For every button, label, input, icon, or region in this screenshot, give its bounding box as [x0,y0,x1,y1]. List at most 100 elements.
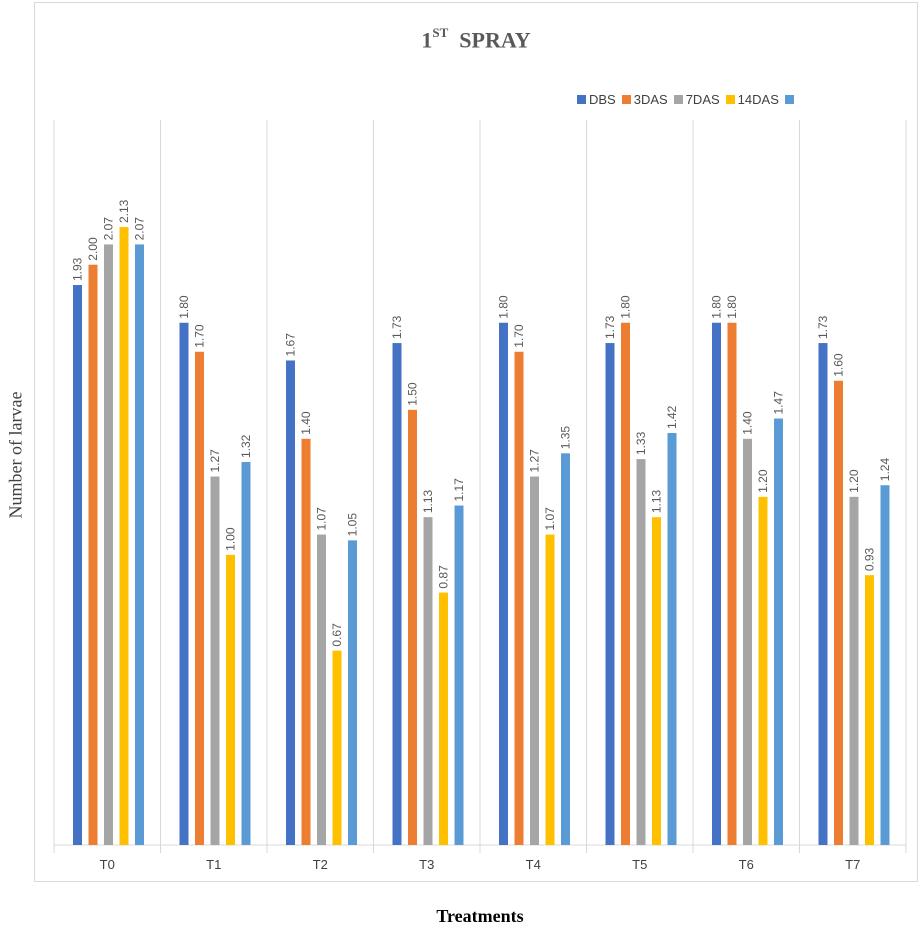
bar [561,453,570,845]
bar [499,322,508,846]
x-tick-label: T5 [632,857,647,872]
data-label: 1.33 [634,431,648,455]
bar [818,343,828,845]
bar [743,438,752,845]
bar [439,592,448,845]
bar [119,227,129,845]
legend-item [784,94,797,104]
bar [834,380,843,845]
data-label: 1.13 [421,489,435,513]
legend-label: 7DAS [685,91,720,107]
bar [135,244,144,845]
data-label: 1.67 [284,333,298,357]
bar [408,409,417,845]
legend-swatch [577,94,586,104]
x-tick-label: T1 [206,857,221,872]
data-label: 1.13 [650,489,664,513]
data-label: 1.80 [177,295,191,319]
data-label: 1.40 [741,411,755,435]
bar [301,438,311,845]
chart-title-main: 1 [421,27,433,53]
data-label: 1.17 [452,478,466,502]
bar [727,322,737,846]
legend-swatch [621,94,631,104]
bar [530,476,539,845]
data-label: 0.93 [863,547,877,571]
data-label: 1.60 [832,353,846,377]
bar [712,322,721,846]
data-label: 1.07 [543,507,557,531]
data-label: 1.80 [710,295,724,319]
bar [392,343,402,845]
data-label: 1.70 [512,324,526,348]
bar [865,575,874,845]
data-label: 1.73 [390,315,404,339]
chart-title-superscript: ST [432,25,449,40]
x-tick-label: T2 [313,857,328,872]
bar [454,505,464,845]
bar [210,476,220,845]
bar [652,517,661,845]
data-label: 1.80 [619,295,633,319]
data-label: 1.73 [816,315,830,339]
chart-legend: DBS 3DAS 7DAS 14DAS [577,89,803,109]
legend-item: 7DAS [673,91,720,107]
legend-item: DBS [577,92,616,107]
x-tick-label: T3 [419,857,434,872]
bar [286,360,295,845]
data-label: 1.27 [208,449,222,473]
bar [514,351,524,845]
data-label: 2.13 [117,199,131,223]
data-label: 1.35 [559,426,573,450]
bar [880,485,890,845]
data-label: 1.24 [878,458,892,482]
data-label: 0.87 [437,565,451,589]
data-label: 0.67 [330,623,344,647]
legend-item: 3DAS [621,91,668,107]
legend-swatch [784,94,794,104]
bar [104,244,113,845]
legend-label: 14DAS [737,91,779,107]
bar [667,433,677,845]
data-label: 1.20 [847,469,861,493]
data-label: 1.73 [603,315,617,339]
bar [241,462,251,845]
chart-title: 1ST SPRAY [35,25,917,53]
bar [195,351,204,845]
data-label: 1.40 [299,411,313,435]
bar [88,264,98,845]
legend-item: 14DAS [725,91,779,107]
bar [317,534,326,845]
x-tick-label: T6 [739,857,754,872]
data-label: 1.47 [772,391,786,415]
data-label: 1.32 [239,434,253,458]
bar [73,285,82,845]
legend-swatch [725,94,735,104]
data-label: 1.00 [224,527,238,551]
legend-label: 3DAS [633,91,668,107]
data-label: 1.27 [528,449,542,473]
x-tick-label: T4 [526,857,541,872]
x-tick-label: T0 [100,857,115,872]
data-label: 1.93 [71,257,85,281]
bar [332,650,342,845]
bar [605,343,615,845]
data-label: 1.70 [193,324,207,348]
bar [849,496,859,845]
x-tick-label: T7 [845,857,860,872]
data-label: 2.07 [102,217,116,241]
data-label: 1.05 [346,513,360,537]
data-label: 1.80 [497,295,511,319]
bar [423,517,433,845]
chart-title-rest: SPRAY [459,27,531,53]
bar [545,534,555,845]
data-label: 2.07 [133,217,147,241]
x-axis-label: Treatments [436,906,524,926]
data-label: 1.20 [756,469,770,493]
data-label: 1.42 [665,405,679,429]
bar [636,459,646,845]
y-axis-label: Number of larvae [5,391,26,519]
legend-label: DBS [589,91,616,107]
bar [774,418,783,845]
